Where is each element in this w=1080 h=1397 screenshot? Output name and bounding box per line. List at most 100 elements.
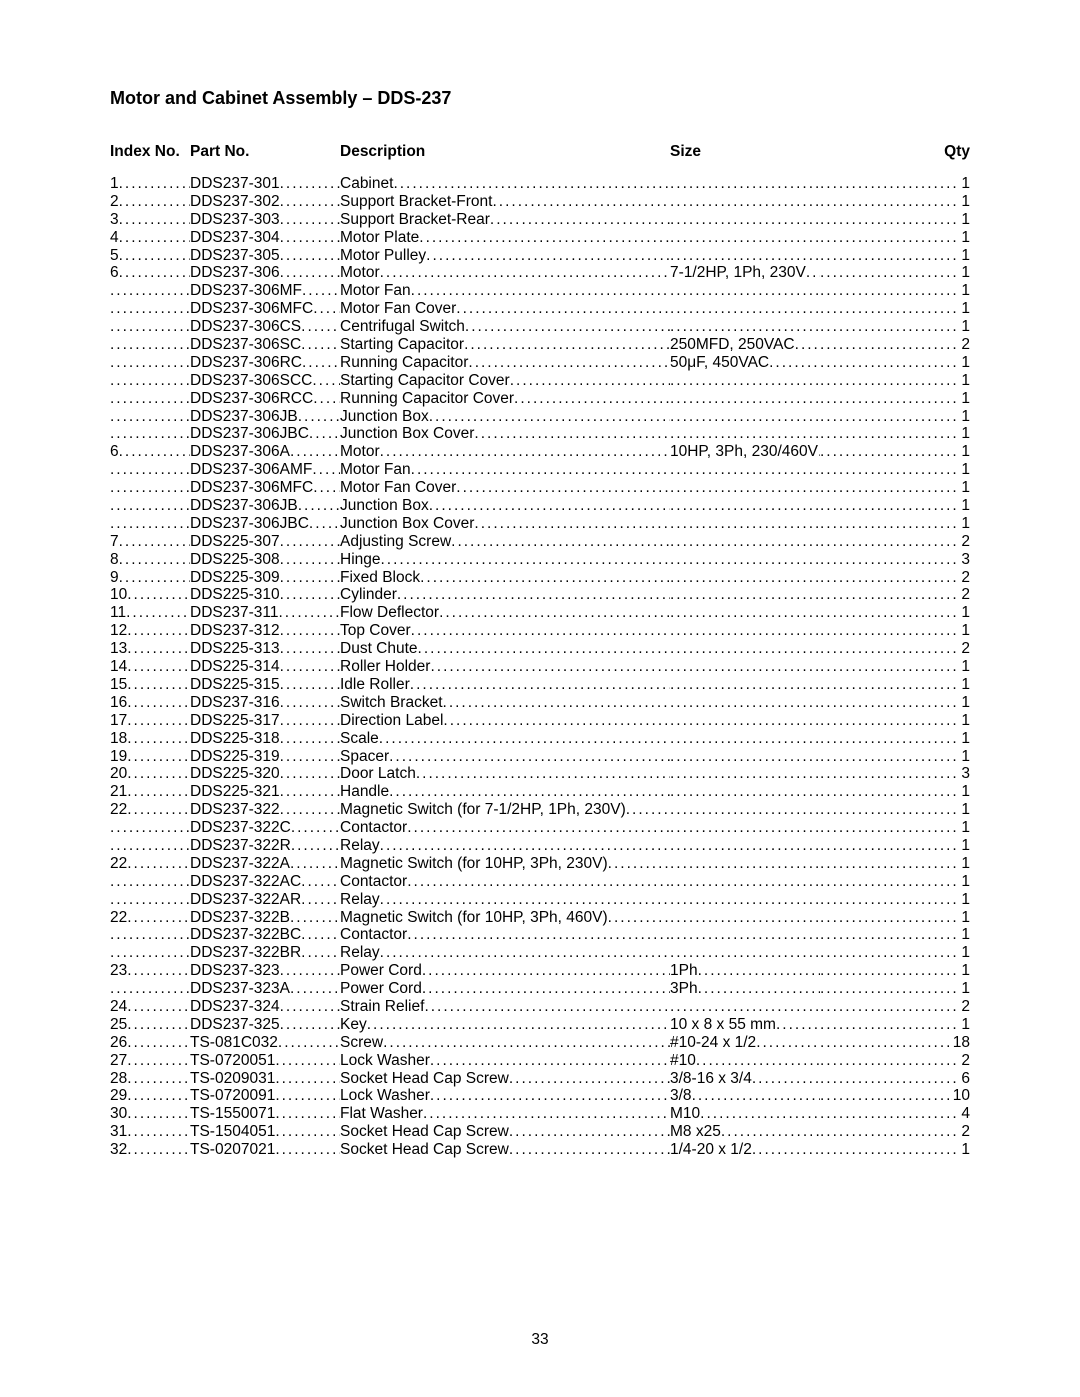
cell-part: DDS225-318 xyxy=(190,730,340,748)
cell-size xyxy=(670,229,820,247)
page: Motor and Cabinet Assembly – DDS-237 Ind… xyxy=(0,0,1080,1397)
cell-description: Flow Deflector xyxy=(340,604,670,622)
cell-index: 6 xyxy=(110,264,190,282)
cell-description: Switch Bracket xyxy=(340,694,670,712)
cell-qty: 1 xyxy=(820,855,970,873)
cell-qty: 1 xyxy=(820,962,970,980)
table-row: 25DDS237-325Key10 x 8 x 55 mm1 xyxy=(110,1016,970,1034)
cell-index: 4 xyxy=(110,229,190,247)
cell-qty: 1 xyxy=(820,211,970,229)
cell-size xyxy=(670,640,820,658)
table-row: 18DDS225-318Scale1 xyxy=(110,730,970,748)
cell-size xyxy=(670,533,820,551)
cell-qty: 1 xyxy=(820,354,970,372)
cell-description: Junction Box xyxy=(340,408,670,426)
table-row: 9DDS225-309Fixed Block2 xyxy=(110,569,970,587)
table-row: 4DDS237-304Motor Plate1 xyxy=(110,229,970,247)
cell-size xyxy=(670,515,820,533)
cell-qty: 1 xyxy=(820,604,970,622)
cell-index: 8 xyxy=(110,551,190,569)
table-row: 7DDS225-307Adjusting Screw2 xyxy=(110,533,970,551)
cell-size: 10HP, 3Ph, 230/460V xyxy=(670,443,820,461)
cell-index: 6 xyxy=(110,443,190,461)
table-row: DDS237-322ARRelay1 xyxy=(110,891,970,909)
cell-qty: 2 xyxy=(820,640,970,658)
cell-index: 5 xyxy=(110,247,190,265)
cell-part: DDS237-306A xyxy=(190,443,340,461)
cell-part: DDS237-322BC xyxy=(190,926,340,944)
table-row: 10DDS225-310Cylinder2 xyxy=(110,586,970,604)
cell-part: DDS237-316 xyxy=(190,694,340,712)
cell-index: 19 xyxy=(110,748,190,766)
cell-qty: 1 xyxy=(820,300,970,318)
cell-size xyxy=(670,926,820,944)
cell-part: DDS225-313 xyxy=(190,640,340,658)
cell-description: Magnetic Switch (for 7-1/2HP, 1Ph, 230V) xyxy=(340,801,670,819)
cell-qty: 3 xyxy=(820,551,970,569)
cell-part: DDS237-325 xyxy=(190,1016,340,1034)
table-row: 12DDS237-312Top Cover1 xyxy=(110,622,970,640)
cell-part: DDS237-306JB xyxy=(190,408,340,426)
cell-qty: 10 xyxy=(820,1087,970,1105)
cell-index: 22 xyxy=(110,801,190,819)
cell-description: Spacer xyxy=(340,748,670,766)
cell-size xyxy=(670,604,820,622)
cell-qty: 18 xyxy=(820,1034,970,1052)
cell-qty: 1 xyxy=(820,658,970,676)
cell-description: Running Capacitor xyxy=(340,354,670,372)
cell-part: DDS237-306CS xyxy=(190,318,340,336)
table-row: 23DDS237-323Power Cord1Ph1 xyxy=(110,962,970,980)
cell-qty: 1 xyxy=(820,1016,970,1034)
cell-part: DDS225-309 xyxy=(190,569,340,587)
cell-size xyxy=(670,211,820,229)
table-row: 8DDS225-308Hinge3 xyxy=(110,551,970,569)
cell-part: DDS237-322B xyxy=(190,909,340,927)
cell-size xyxy=(670,586,820,604)
cell-index: 16 xyxy=(110,694,190,712)
cell-index xyxy=(110,515,190,533)
cell-index: 7 xyxy=(110,533,190,551)
cell-size xyxy=(670,909,820,927)
cell-part: DDS237-306MFC xyxy=(190,479,340,497)
cell-qty: 1 xyxy=(820,193,970,211)
cell-qty: 1 xyxy=(820,712,970,730)
table-row: 1DDS237-301Cabinet1 xyxy=(110,175,970,193)
cell-index xyxy=(110,479,190,497)
cell-qty: 1 xyxy=(820,694,970,712)
cell-qty: 1 xyxy=(820,461,970,479)
cell-size: 7-1/2HP, 1Ph, 230V xyxy=(670,264,820,282)
cell-part: TS-1504051 xyxy=(190,1123,340,1141)
cell-index: 18 xyxy=(110,730,190,748)
cell-part: DDS237-301 xyxy=(190,175,340,193)
cell-part: DDS237-322A xyxy=(190,855,340,873)
cell-size: 3/8 xyxy=(670,1087,820,1105)
cell-index: 12 xyxy=(110,622,190,640)
cell-index: 15 xyxy=(110,676,190,694)
cell-qty: 2 xyxy=(820,336,970,354)
table-row: 26TS-081C032Screw#10-24 x 1/218 xyxy=(110,1034,970,1052)
table-row: 6DDS237-306AMotor10HP, 3Ph, 230/460V1 xyxy=(110,443,970,461)
cell-part: DDS237-304 xyxy=(190,229,340,247)
cell-index xyxy=(110,390,190,408)
cell-index: 20 xyxy=(110,765,190,783)
cell-part: DDS237-322AR xyxy=(190,891,340,909)
cell-size xyxy=(670,551,820,569)
cell-qty: 1 xyxy=(820,730,970,748)
cell-size xyxy=(670,461,820,479)
cell-part: DDS237-306JBC xyxy=(190,515,340,533)
cell-index xyxy=(110,980,190,998)
cell-description: Socket Head Cap Screw xyxy=(340,1141,670,1159)
table-row: 21DDS225-321Handle1 xyxy=(110,783,970,801)
cell-index xyxy=(110,497,190,515)
cell-description: Relay xyxy=(340,891,670,909)
cell-qty: 1 xyxy=(820,372,970,390)
table-row: DDS237-306JBJunction Box1 xyxy=(110,408,970,426)
cell-index: 14 xyxy=(110,658,190,676)
cell-size xyxy=(670,658,820,676)
cell-description: Support Bracket-Front xyxy=(340,193,670,211)
table-row: 13DDS225-313Dust Chute2 xyxy=(110,640,970,658)
cell-part: TS-1550071 xyxy=(190,1105,340,1123)
cell-part: DDS237-306MFC xyxy=(190,300,340,318)
cell-qty: 1 xyxy=(820,909,970,927)
cell-part: DDS225-308 xyxy=(190,551,340,569)
